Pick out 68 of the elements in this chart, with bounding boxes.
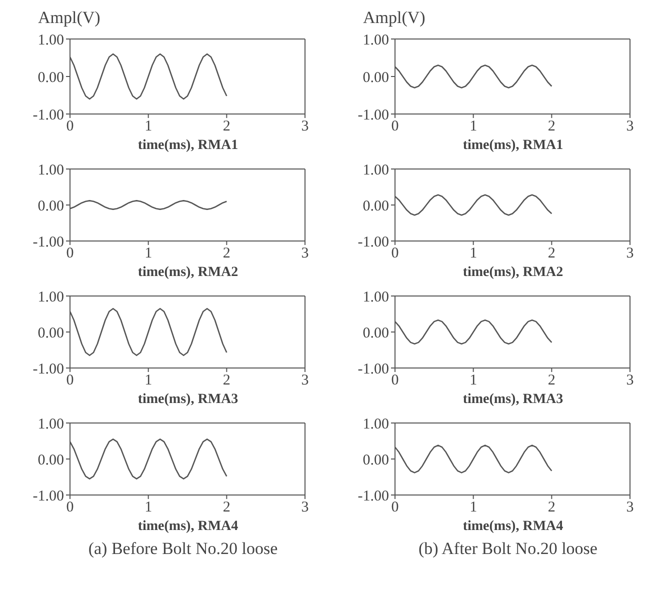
y-tick-label: 1.00: [38, 416, 64, 432]
x-axis-title: time(ms), RMA1: [462, 138, 564, 154]
y-tick-label: -1.00: [358, 488, 389, 504]
y-axis-title: Ampl(V): [363, 8, 426, 28]
x-tick-label: 2: [222, 372, 230, 389]
x-tick-label: 2: [548, 118, 556, 135]
y-tick-label: 1.00: [38, 162, 64, 178]
x-tick-label: 0: [66, 372, 74, 389]
x-tick-label: 1: [470, 500, 478, 516]
text: (b) After Bolt No.20 loose: [418, 539, 598, 559]
y-tick-label: -1.00: [32, 488, 64, 504]
y-tick-label: 0.00: [362, 452, 389, 468]
x-tick-label: 1: [470, 246, 478, 262]
x-tick-label: 1: [470, 372, 478, 389]
x-tick-label: 3: [301, 118, 309, 135]
x-tick-label: 0: [391, 246, 399, 262]
x-axis-title: time(ms), RMA3: [462, 392, 564, 408]
x-tick-label: 2: [222, 118, 230, 135]
x-tick-label: 3: [626, 372, 634, 389]
y-tick-label: -1.00: [358, 234, 389, 250]
x-tick-label: 2: [548, 372, 556, 389]
x-tick-label: 0: [66, 118, 74, 135]
y-tick-label: 0.00: [362, 198, 389, 214]
x-tick-label: 0: [66, 500, 74, 516]
x-tick-label: 1: [144, 118, 152, 135]
x-tick-label: 1: [144, 246, 152, 262]
x-tick-label: 3: [301, 372, 309, 389]
x-axis-title: time(ms), RMA4: [136, 519, 240, 535]
x-tick-label: 3: [301, 500, 309, 516]
x-tick-label: 1: [144, 372, 152, 389]
x-axis-title: time(ms), RMA4: [462, 519, 564, 535]
x-axis-title: time(ms), RMA2: [462, 265, 564, 281]
x-axis-title: time(ms), RMA1: [136, 138, 240, 154]
y-tick-label: 0.00: [38, 452, 64, 468]
y-tick-label: -1.00: [32, 234, 64, 250]
x-tick-label: 1: [470, 118, 478, 135]
x-tick-label: 3: [626, 500, 634, 516]
x-tick-label: 2: [548, 500, 556, 516]
y-tick-label: 1.00: [38, 289, 64, 306]
y-tick-label: 0.00: [362, 325, 389, 342]
text: (a) Before Bolt No.20 loose: [87, 539, 279, 559]
x-tick-label: 3: [626, 118, 634, 135]
y-tick-label: -1.00: [32, 361, 64, 378]
y-tick-label: 1.00: [362, 289, 389, 306]
y-tick-label: -1.00: [358, 361, 389, 378]
x-axis-title: time(ms), RMA3: [136, 392, 240, 408]
y-tick-label: -1.00: [32, 107, 64, 124]
x-tick-label: 2: [222, 246, 230, 262]
y-tick-label: 0.00: [38, 325, 64, 342]
x-tick-label: 2: [548, 246, 556, 262]
x-axis-title: time(ms), RMA2: [136, 265, 240, 281]
y-tick-label: -1.00: [358, 107, 389, 124]
y-tick-label: 1.00: [362, 162, 389, 178]
y-tick-label: 1.00: [362, 32, 389, 48]
y-tick-label: 0.00: [38, 70, 64, 86]
y-axis-title: Ampl(V): [38, 8, 100, 28]
x-tick-label: 3: [301, 246, 309, 262]
x-tick-label: 0: [391, 118, 399, 135]
x-tick-label: 3: [626, 246, 634, 262]
y-tick-label: 0.00: [362, 70, 389, 86]
x-tick-label: 1: [144, 500, 152, 516]
x-tick-label: 2: [222, 500, 230, 516]
y-tick-label: 1.00: [38, 32, 64, 48]
x-tick-label: 0: [391, 500, 399, 516]
y-tick-label: 0.00: [38, 198, 64, 214]
y-tick-label: 1.00: [362, 416, 389, 432]
x-tick-label: 0: [391, 372, 399, 389]
x-tick-label: 0: [66, 246, 74, 262]
